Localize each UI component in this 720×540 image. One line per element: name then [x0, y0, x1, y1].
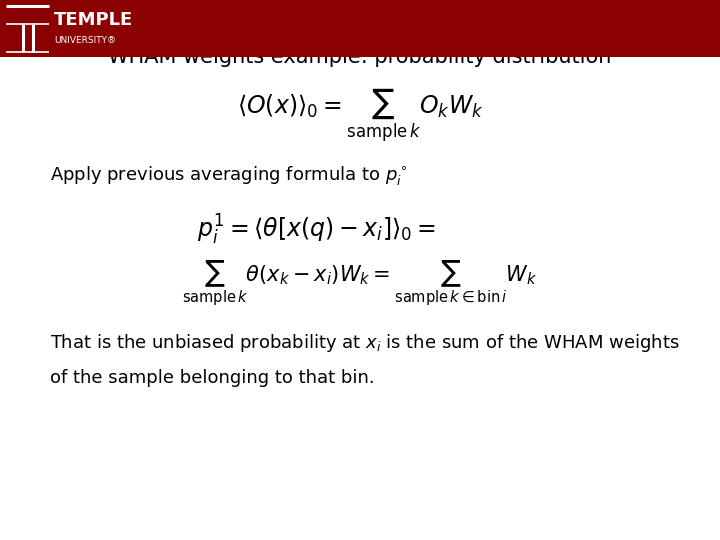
Text: WHAM weights example: probability distribution: WHAM weights example: probability distri… [108, 46, 612, 67]
Text: Apply previous averaging formula to $p^\circ_i$: Apply previous averaging formula to $p^\… [50, 164, 408, 187]
FancyBboxPatch shape [0, 0, 720, 57]
Text: $p_i^1 = \langle \theta[x(q) - x_i] \rangle_0 =$: $p_i^1 = \langle \theta[x(q) - x_i] \ran… [197, 212, 436, 247]
Text: $\sum_{\mathrm{sample}\,k} \theta(x_k - x_i) W_k = \sum_{\mathrm{sample}\,k \in : $\sum_{\mathrm{sample}\,k} \theta(x_k - … [182, 259, 538, 308]
Text: of the sample belonging to that bin.: of the sample belonging to that bin. [50, 369, 375, 387]
Text: UNIVERSITY®: UNIVERSITY® [54, 36, 116, 45]
Text: $\langle O(x) \rangle_0 = \sum_{\mathrm{sample}\,k} O_k W_k$: $\langle O(x) \rangle_0 = \sum_{\mathrm{… [237, 87, 483, 145]
Text: That is the unbiased probability at $x_i$ is the sum of the WHAM weights: That is the unbiased probability at $x_i… [50, 332, 680, 354]
Text: TEMPLE: TEMPLE [54, 11, 133, 29]
